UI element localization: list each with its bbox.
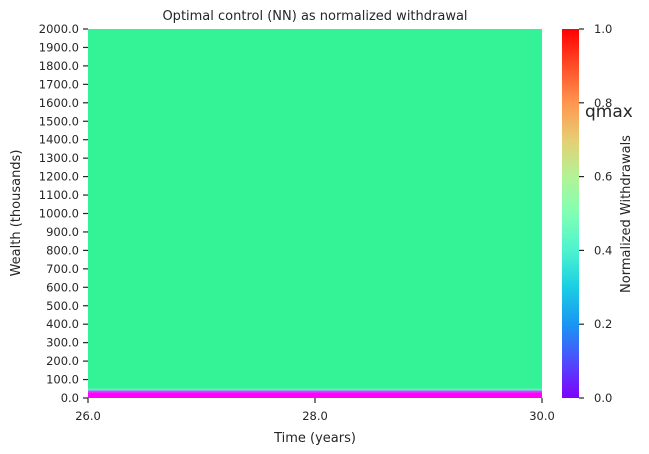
colorbar-tick-label: 0.8 bbox=[594, 96, 612, 110]
x-axis-label: Time (years) bbox=[273, 431, 356, 446]
y-axis: 0.0 100.0 200.0 300.0 400.0 500.0 600.0 700.0 80… bbox=[39, 22, 88, 405]
y-tick-label: 1900.0 bbox=[39, 40, 79, 54]
y-tick-label: 900.0 bbox=[46, 225, 79, 239]
colorbar-ticks: 0.0 0.2 0.4 0.6 0.8 1.0 bbox=[579, 22, 612, 405]
y-tick-label: 500.0 bbox=[46, 299, 79, 313]
heatmap-band-4 bbox=[88, 29, 542, 389]
colorbar-tick-label: 0.0 bbox=[594, 391, 612, 405]
y-tick-label: 1800.0 bbox=[39, 59, 79, 73]
colorbar-tick-label: 0.4 bbox=[594, 243, 612, 257]
y-tick-label: 200.0 bbox=[46, 354, 79, 368]
y-tick-label: 800.0 bbox=[46, 243, 79, 257]
x-tick-label: 26.0 bbox=[75, 409, 101, 423]
heatmap-cells bbox=[88, 29, 542, 398]
y-tick-label: 1100.0 bbox=[39, 188, 79, 202]
y-tick-label: 1000.0 bbox=[39, 207, 79, 221]
y-tick-label: 600.0 bbox=[46, 280, 79, 294]
heatmap-band-3 bbox=[88, 388, 542, 390]
y-tick-label: 0.0 bbox=[61, 391, 79, 405]
y-tick-label: 1300.0 bbox=[39, 151, 79, 165]
heatmap-band-0 bbox=[88, 392, 542, 398]
x-tick-label: 30.0 bbox=[529, 409, 555, 423]
y-tick-label: 1700.0 bbox=[39, 77, 79, 91]
colorbar bbox=[562, 29, 579, 398]
y-tick-label: 400.0 bbox=[46, 317, 79, 331]
colorbar-label: Normalized Withdrawals bbox=[619, 135, 634, 293]
heatmap-band-1 bbox=[88, 390, 542, 393]
y-axis-label: Wealth (thousands) bbox=[9, 150, 24, 277]
colorbar-tick-label: 1.0 bbox=[594, 22, 612, 36]
chart-title: Optimal control (NN) as normalized withd… bbox=[162, 9, 467, 24]
x-tick-label: 28.0 bbox=[302, 409, 328, 423]
y-tick-label: 1500.0 bbox=[39, 114, 79, 128]
x-axis: 26.0 28.0 30.0 bbox=[75, 398, 555, 423]
heatmap-band-2 bbox=[88, 389, 542, 391]
qmax-annotation: qmax bbox=[585, 102, 633, 122]
y-tick-label: 1600.0 bbox=[39, 96, 79, 110]
y-tick-label: 2000.0 bbox=[39, 22, 79, 36]
colorbar-tick-label: 0.6 bbox=[594, 170, 612, 184]
colorbar-tick-label: 0.2 bbox=[594, 317, 612, 331]
y-tick-label: 100.0 bbox=[46, 373, 79, 387]
y-tick-label: 1400.0 bbox=[39, 133, 79, 147]
y-tick-label: 1200.0 bbox=[39, 170, 79, 184]
y-tick-label: 300.0 bbox=[46, 336, 79, 350]
y-tick-label: 700.0 bbox=[46, 262, 79, 276]
